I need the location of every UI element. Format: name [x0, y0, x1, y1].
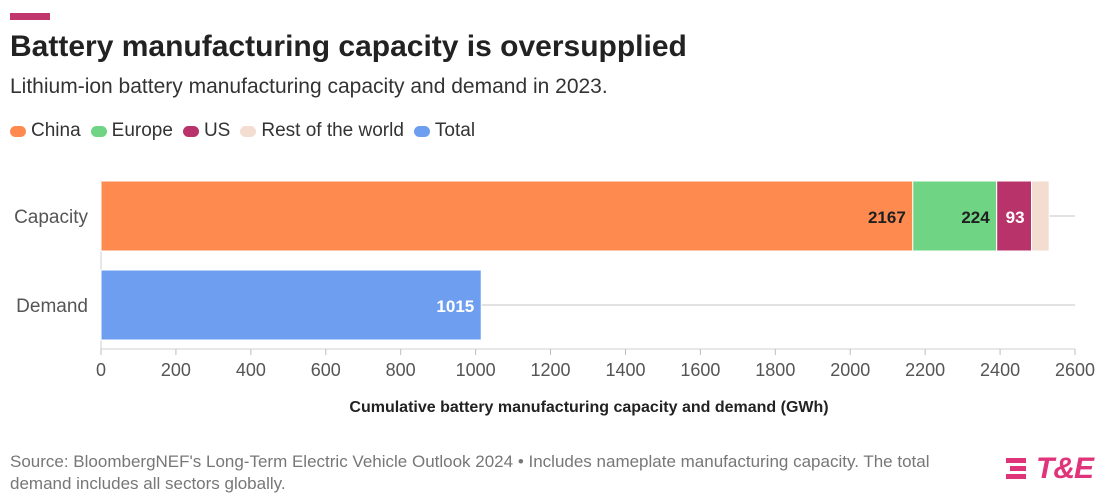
chart-title: Battery manufacturing capacity is oversu…: [10, 30, 687, 63]
bar-europe: [912, 180, 998, 252]
x-tick-label: 1400: [605, 360, 645, 380]
legend-swatch-europe: [90, 125, 107, 137]
accent-bar: [10, 13, 50, 20]
data-label: 2167: [868, 208, 906, 227]
source-note: Source: BloombergNEF's Long-Term Electri…: [10, 452, 930, 493]
x-tick-label: 2400: [980, 360, 1020, 380]
legend-swatch-total: [413, 125, 430, 137]
x-tick-label: 2600: [1055, 360, 1095, 380]
bar-rest-of-the-world: [1031, 180, 1050, 252]
x-tick-label: 2000: [830, 360, 870, 380]
x-tick-label: 400: [236, 360, 266, 380]
x-tick-label: 1200: [531, 360, 571, 380]
x-tick-label: 1800: [755, 360, 795, 380]
logo-stripes-icon: [1006, 458, 1026, 479]
legend: China Europe US Rest of the world Total: [10, 120, 475, 142]
bar-total: [100, 269, 482, 341]
legend-item-china: China: [10, 120, 81, 142]
legend-label-europe: Europe: [111, 120, 173, 141]
logo-text: T&E: [1036, 452, 1094, 485]
x-tick-label: 1600: [680, 360, 720, 380]
legend-item-europe: Europe: [90, 120, 173, 142]
x-axis-label: Cumulative battery manufacturing capacit…: [349, 399, 829, 416]
data-label: 1015: [436, 297, 474, 316]
x-tick-label: 2200: [905, 360, 945, 380]
legend-label-china: China: [31, 120, 81, 141]
chart-subtitle: Lithium-ion battery manufacturing capaci…: [10, 75, 608, 98]
x-tick-label: 0: [96, 360, 106, 380]
x-tick-label: 600: [311, 360, 341, 380]
category-label: Capacity: [14, 207, 88, 228]
legend-item-total: Total: [413, 120, 476, 142]
x-tick-label: 800: [386, 360, 416, 380]
bar-china: [100, 180, 914, 252]
x-tick-label: 200: [161, 360, 191, 380]
legend-swatch-rest: [240, 125, 257, 137]
bar-chart: 0 200 400 600 800 1000 1200 1400 1600 1800 2000 220…: [14, 180, 1095, 380]
data-label: 224: [961, 208, 990, 227]
legend-label-rest: Rest of the world: [261, 120, 404, 141]
legend-label-total: Total: [434, 120, 476, 141]
legend-item-us: US: [182, 120, 231, 142]
legend-swatch-us: [182, 125, 199, 137]
legend-item-rest: Rest of the world: [240, 120, 404, 142]
bar-us: [996, 180, 1033, 252]
x-tick-label: 1000: [456, 360, 496, 380]
data-label: 93: [1006, 208, 1025, 227]
category-label: Demand: [16, 296, 88, 317]
legend-swatch-china: [10, 125, 26, 137]
te-logo: T&E: [1004, 452, 1094, 486]
legend-label-us: US: [203, 120, 231, 141]
